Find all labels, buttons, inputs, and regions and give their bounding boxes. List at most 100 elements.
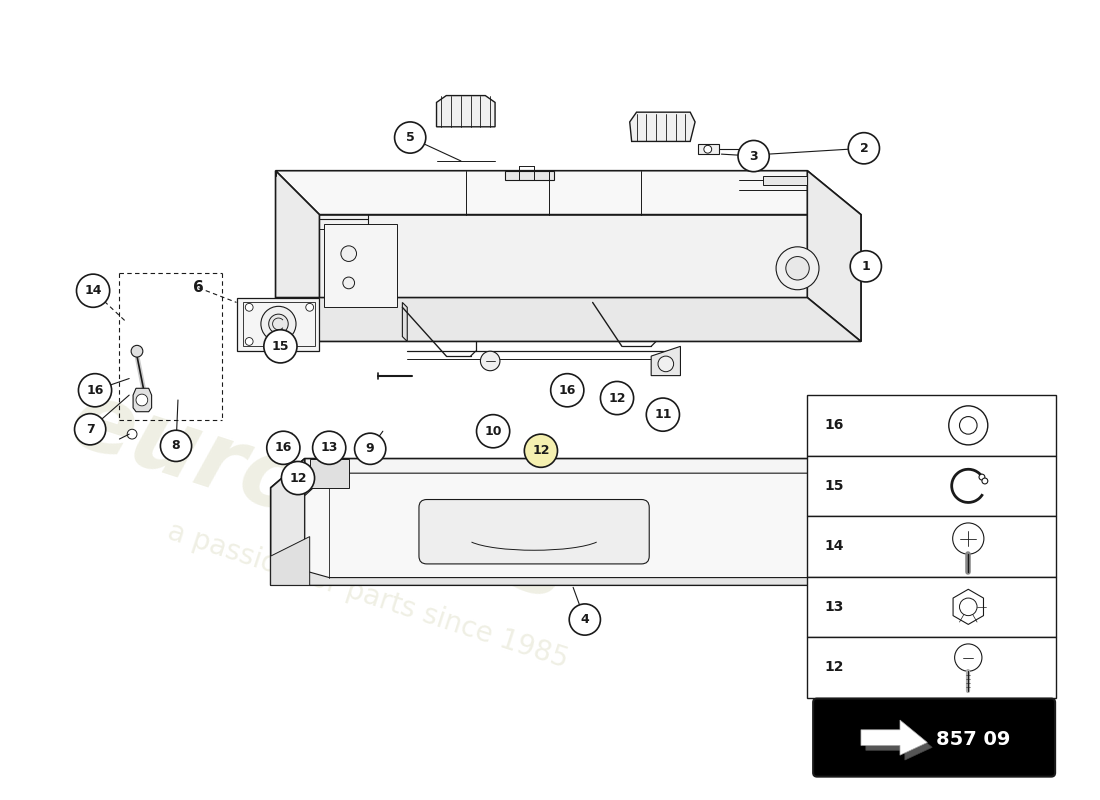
Circle shape	[959, 598, 977, 616]
Polygon shape	[763, 175, 807, 186]
Circle shape	[77, 274, 110, 307]
Circle shape	[245, 338, 253, 346]
Circle shape	[738, 141, 769, 172]
Text: 4: 4	[581, 613, 590, 626]
Bar	[807, 456, 1056, 516]
Polygon shape	[236, 298, 319, 351]
Polygon shape	[310, 458, 349, 488]
Circle shape	[343, 277, 354, 289]
Circle shape	[979, 474, 984, 480]
Polygon shape	[866, 725, 932, 760]
Circle shape	[78, 374, 111, 407]
Circle shape	[341, 246, 356, 262]
Polygon shape	[505, 170, 553, 181]
Text: 15: 15	[272, 340, 289, 353]
Circle shape	[476, 414, 509, 448]
Text: 13: 13	[320, 442, 338, 454]
Text: euroParts: euroParts	[59, 374, 580, 622]
Circle shape	[282, 462, 315, 494]
Circle shape	[161, 430, 191, 462]
Text: 12: 12	[289, 471, 307, 485]
Circle shape	[395, 122, 426, 153]
Circle shape	[481, 351, 499, 370]
Circle shape	[949, 406, 988, 445]
Text: 7: 7	[86, 422, 95, 436]
Polygon shape	[698, 144, 719, 154]
Text: a passion for parts since 1985: a passion for parts since 1985	[164, 517, 572, 674]
Circle shape	[268, 314, 288, 334]
FancyBboxPatch shape	[419, 499, 649, 564]
Polygon shape	[271, 458, 866, 488]
Polygon shape	[271, 537, 310, 586]
Circle shape	[245, 303, 253, 311]
Circle shape	[848, 133, 880, 164]
Polygon shape	[629, 112, 695, 142]
Text: 10: 10	[484, 425, 502, 438]
Circle shape	[267, 431, 300, 464]
FancyBboxPatch shape	[813, 698, 1055, 777]
Text: 12: 12	[532, 444, 550, 458]
Polygon shape	[275, 170, 319, 342]
Text: 16: 16	[275, 442, 292, 454]
Circle shape	[569, 604, 601, 635]
Text: 1: 1	[861, 260, 870, 273]
Polygon shape	[275, 170, 861, 214]
Circle shape	[136, 394, 147, 406]
Polygon shape	[953, 590, 983, 625]
Text: 16: 16	[559, 384, 576, 397]
Bar	[807, 395, 1056, 456]
Bar	[807, 637, 1056, 698]
Circle shape	[131, 346, 143, 357]
Text: 9: 9	[366, 442, 374, 455]
Polygon shape	[403, 302, 407, 342]
Polygon shape	[305, 473, 851, 578]
Circle shape	[953, 523, 983, 554]
Circle shape	[354, 433, 386, 464]
Text: 16: 16	[86, 384, 103, 397]
Text: 12: 12	[825, 660, 845, 674]
Polygon shape	[133, 388, 152, 412]
Text: 12: 12	[608, 391, 626, 405]
Circle shape	[959, 417, 977, 434]
Polygon shape	[324, 224, 397, 307]
Polygon shape	[651, 346, 681, 376]
Text: 8: 8	[172, 439, 180, 452]
Polygon shape	[271, 488, 866, 586]
Text: 6: 6	[194, 280, 204, 295]
Text: 16: 16	[825, 418, 844, 432]
Text: 14: 14	[85, 284, 102, 298]
Polygon shape	[271, 556, 866, 586]
Circle shape	[306, 303, 313, 311]
Circle shape	[261, 306, 296, 342]
Circle shape	[982, 478, 988, 484]
Circle shape	[312, 431, 345, 464]
Polygon shape	[861, 720, 927, 755]
Polygon shape	[832, 458, 866, 586]
Text: 14: 14	[825, 539, 845, 554]
Polygon shape	[807, 170, 861, 342]
Text: 13: 13	[825, 600, 844, 614]
Polygon shape	[437, 95, 495, 127]
Text: 857 09: 857 09	[936, 730, 1010, 749]
Bar	[807, 577, 1056, 637]
Circle shape	[128, 430, 138, 439]
Circle shape	[264, 330, 297, 363]
Bar	[807, 516, 1056, 577]
Circle shape	[658, 356, 673, 372]
Circle shape	[525, 434, 558, 467]
Text: 11: 11	[654, 408, 672, 421]
Text: 3: 3	[749, 150, 758, 162]
Polygon shape	[275, 298, 861, 342]
Circle shape	[785, 257, 810, 280]
Text: 2: 2	[859, 142, 868, 154]
Circle shape	[850, 250, 881, 282]
Text: 5: 5	[406, 131, 415, 144]
Circle shape	[777, 247, 820, 290]
Polygon shape	[271, 458, 305, 586]
Circle shape	[601, 382, 634, 414]
Circle shape	[955, 644, 982, 671]
Circle shape	[75, 414, 106, 445]
Circle shape	[551, 374, 584, 407]
Text: 15: 15	[825, 479, 845, 493]
Circle shape	[647, 398, 680, 431]
